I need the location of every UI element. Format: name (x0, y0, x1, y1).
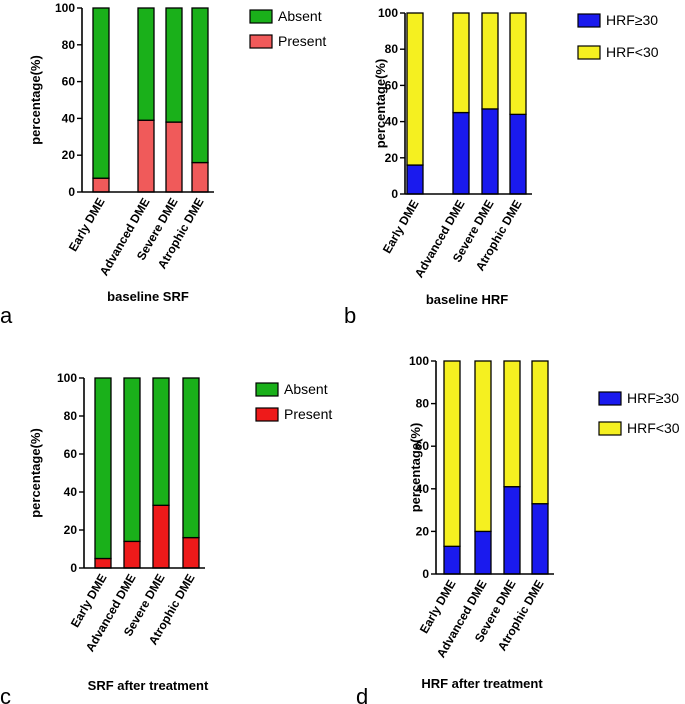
bar-hrf-30-3 (531, 503, 549, 575)
y-tick-label: 20 (385, 151, 399, 165)
bar-absent-3 (182, 377, 200, 539)
y-tick-label: 20 (64, 523, 78, 537)
y-tick-label: 100 (378, 6, 398, 20)
bar-hrf-30-3 (509, 12, 527, 116)
bar-present-0 (92, 177, 110, 193)
panel-label: c (0, 684, 11, 704)
y-axis-label: percentage(%) (28, 55, 43, 145)
category-label: Early DME (380, 198, 422, 256)
y-tick-label: 100 (409, 354, 429, 368)
bar-absent-0 (94, 377, 112, 560)
panel-label: d (356, 684, 368, 704)
y-tick-label: 0 (70, 561, 77, 575)
category-label: Advanced DME (412, 198, 468, 281)
y-tick-label: 20 (416, 524, 430, 538)
legend-label: Absent (284, 381, 328, 397)
bar-hrf-30-2 (481, 108, 499, 195)
y-tick-label: 0 (68, 185, 75, 199)
bar-hrf-30-0 (443, 360, 461, 547)
bar-present-3 (191, 161, 209, 193)
legend-label: HRF≥30 (606, 12, 658, 28)
x-axis-title: HRF after treatment (421, 676, 543, 691)
bar-hrf-30-3 (531, 360, 549, 505)
y-tick-label: 60 (62, 75, 76, 89)
legend-label: Absent (278, 8, 322, 24)
x-axis-title: SRF after treatment (88, 678, 209, 693)
bar-present-0 (94, 557, 112, 569)
legend-swatch-absent (249, 9, 273, 24)
y-tick-label: 40 (385, 115, 399, 129)
legend-swatch-hrf-30 (598, 421, 622, 436)
y-tick-label: 20 (62, 148, 76, 162)
bar-absent-1 (137, 7, 155, 121)
bar-hrf-30-1 (474, 360, 492, 533)
legend-swatch-present (255, 407, 279, 422)
bar-hrf-30-2 (481, 12, 499, 110)
y-tick-label: 40 (62, 111, 76, 125)
legend-swatch-hrf-30 (598, 391, 622, 406)
legend-label: Present (278, 33, 326, 49)
bar-present-3 (182, 536, 200, 569)
y-tick-label: 60 (64, 447, 78, 461)
bar-present-1 (123, 540, 141, 569)
legend-swatch-hrf-30 (577, 45, 601, 60)
bar-absent-1 (123, 377, 141, 543)
bar-present-2 (152, 504, 170, 569)
bar-hrf-30-1 (452, 12, 470, 114)
bar-absent-0 (92, 7, 110, 179)
panel-label: a (0, 303, 13, 328)
y-tick-label: 100 (57, 371, 77, 385)
legend-label: HRF<30 (606, 44, 659, 60)
y-tick-label: 40 (64, 485, 78, 499)
y-axis-label: percentage(%) (28, 428, 43, 518)
bar-hrf-30-2 (503, 360, 521, 488)
bar-hrf-30-2 (503, 486, 521, 575)
bar-absent-2 (165, 7, 183, 123)
bar-hrf-30-0 (406, 164, 424, 195)
legend-label: Present (284, 406, 332, 422)
y-tick-label: 80 (62, 38, 76, 52)
x-axis-title: baseline HRF (426, 292, 508, 307)
bar-absent-2 (152, 377, 170, 506)
y-tick-label: 40 (416, 482, 430, 496)
panel-label: b (344, 303, 356, 328)
y-tick-label: 60 (416, 439, 430, 453)
y-tick-label: 80 (416, 397, 430, 411)
y-tick-label: 80 (385, 42, 399, 56)
bar-hrf-30-0 (443, 545, 461, 575)
bar-hrf-30-0 (406, 12, 424, 166)
y-tick-label: 100 (55, 1, 75, 15)
legend-swatch-present (249, 34, 273, 49)
y-axis-label: percentage(%) (408, 423, 423, 513)
legend-swatch-absent (255, 382, 279, 397)
y-tick-label: 60 (385, 78, 399, 92)
y-tick-label: 0 (422, 567, 429, 581)
legend-label: HRF≥30 (627, 390, 679, 406)
category-label: Early DME (66, 196, 108, 254)
bar-present-2 (165, 121, 183, 193)
y-tick-label: 80 (64, 409, 78, 423)
bar-hrf-30-1 (452, 111, 470, 195)
bar-hrf-30-1 (474, 530, 492, 575)
bar-hrf-30-3 (509, 113, 527, 195)
bar-absent-3 (191, 7, 209, 164)
x-axis-title: baseline SRF (107, 289, 189, 304)
y-tick-label: 0 (391, 187, 398, 201)
y-axis-label: percentage(%) (373, 59, 388, 149)
legend-swatch-hrf-30 (577, 13, 601, 28)
bar-present-1 (137, 119, 155, 193)
legend-label: HRF<30 (627, 420, 680, 436)
